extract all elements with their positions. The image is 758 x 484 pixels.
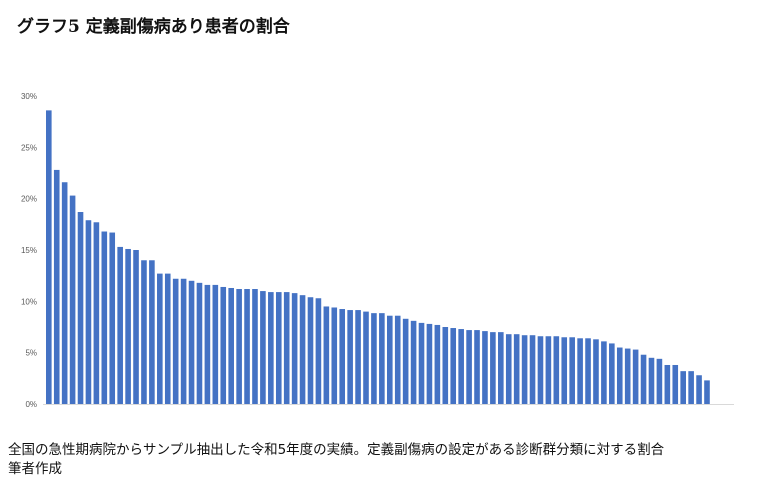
chart-title: グラフ5 定義副傷病あり患者の割合 (17, 17, 290, 37)
bar (640, 354, 647, 404)
bar (53, 169, 60, 404)
bar (291, 293, 298, 404)
bar (164, 273, 171, 404)
bar (442, 327, 449, 404)
bar (466, 330, 472, 404)
bar (458, 329, 464, 404)
bar (188, 280, 195, 404)
bar (228, 287, 234, 404)
bar (212, 284, 219, 404)
bar (537, 336, 544, 404)
bar (553, 336, 560, 404)
bar (61, 182, 68, 404)
bar (513, 334, 520, 404)
bar (268, 292, 274, 404)
bar (244, 289, 250, 404)
bar (331, 307, 338, 404)
bar (585, 338, 591, 404)
bar (450, 328, 457, 404)
bar (664, 364, 671, 404)
bar (569, 337, 575, 404)
bar (474, 330, 480, 404)
bar (172, 278, 179, 404)
bar (601, 341, 607, 404)
bar (109, 232, 116, 404)
bar (363, 311, 369, 404)
bar (125, 248, 131, 404)
y-tick-label: 10% (21, 297, 37, 306)
bar (315, 298, 322, 404)
bar (236, 289, 242, 404)
y-tick-label: 5% (25, 349, 37, 358)
bar (93, 222, 100, 404)
bar (307, 297, 314, 404)
bar (434, 324, 441, 404)
bar (275, 292, 282, 404)
bar (648, 357, 655, 404)
bar (386, 315, 393, 404)
bar (593, 339, 599, 404)
bar (410, 320, 417, 404)
bar (418, 322, 425, 404)
y-axis: 0% 5% 10% 15% 20% 25% 30% (21, 92, 37, 409)
caption-note: 全国の急性期病院からサンプル抽出した令和5年度の実績。定義副傷病の設定がある診断… (8, 442, 665, 458)
bar (490, 332, 496, 404)
bar (101, 231, 108, 404)
bar (196, 282, 203, 404)
bar (355, 310, 361, 404)
bar (521, 335, 528, 404)
bar (339, 309, 346, 404)
y-tick-label: 0% (25, 400, 37, 409)
bar (529, 335, 536, 404)
y-tick-label: 30% (21, 92, 37, 101)
bar (616, 347, 623, 404)
bar (672, 364, 679, 404)
bar (46, 110, 52, 405)
bar (220, 286, 227, 404)
bar (609, 343, 615, 404)
bar (85, 220, 92, 404)
bar (482, 331, 488, 404)
bar (624, 348, 631, 404)
bar (371, 313, 377, 404)
bar (656, 358, 663, 404)
bar (704, 380, 710, 404)
bar (117, 246, 123, 404)
bar (561, 337, 568, 404)
bar (696, 375, 702, 404)
bar (402, 318, 409, 404)
bar (69, 195, 76, 404)
bar (299, 295, 306, 404)
bar (379, 313, 385, 404)
bar (426, 323, 433, 404)
bar (347, 310, 353, 404)
bar (505, 334, 512, 404)
bar (180, 278, 187, 404)
y-tick-label: 25% (21, 143, 37, 152)
bar (133, 250, 139, 404)
bar (77, 212, 84, 404)
bar (260, 291, 266, 404)
y-tick-label: 15% (21, 246, 37, 255)
bar-chart: 0% 5% 10% 15% 20% 25% 30% (21, 92, 734, 409)
bar (204, 284, 211, 404)
bar (141, 260, 147, 404)
bar (632, 349, 639, 404)
bar (688, 371, 694, 404)
bar (149, 260, 155, 404)
bar (283, 292, 290, 404)
bar (498, 332, 504, 404)
y-tick-label: 20% (21, 195, 37, 204)
bar (323, 306, 330, 404)
caption-source: 筆者作成 (8, 461, 62, 477)
bars (46, 110, 710, 405)
bar (680, 371, 686, 404)
bar (577, 338, 583, 404)
bar (545, 336, 552, 404)
bar (252, 289, 258, 404)
bar (394, 315, 401, 404)
bar (157, 273, 163, 404)
